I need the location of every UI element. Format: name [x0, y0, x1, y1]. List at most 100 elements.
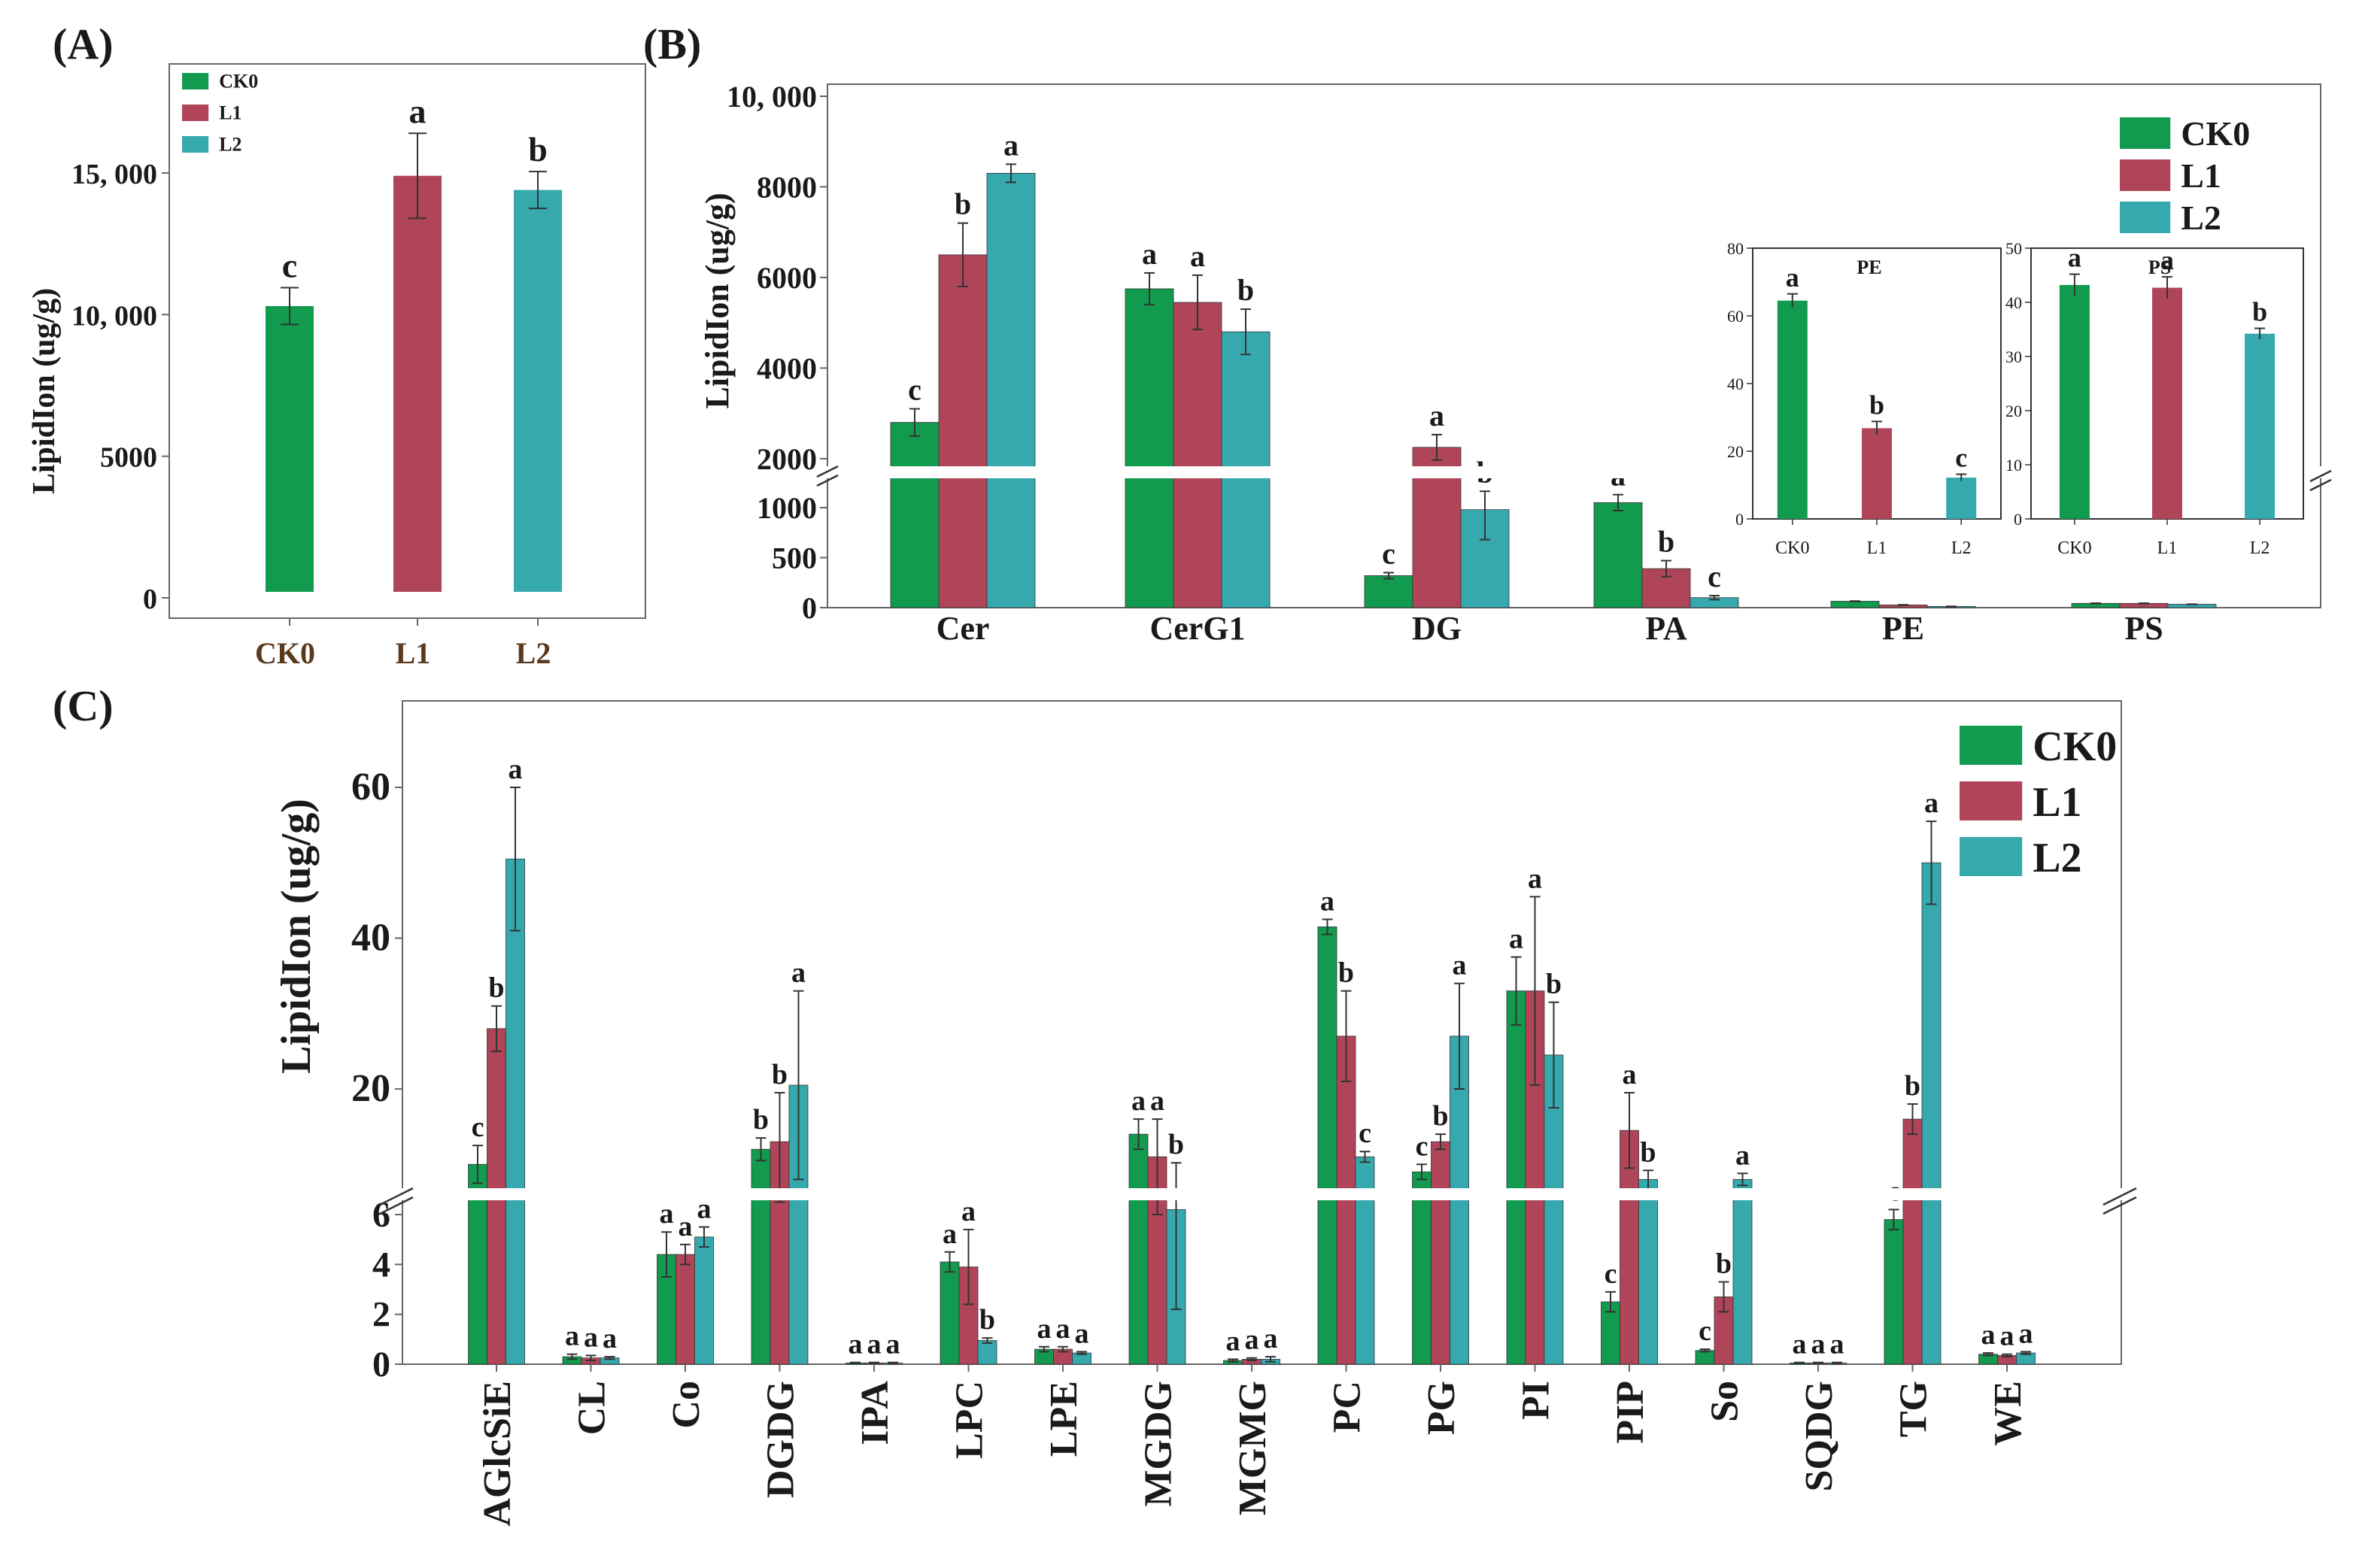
panel-c-we-significance-ck0: a: [1981, 1319, 1996, 1351]
panel-b-cer-significance-l1: b: [955, 187, 971, 221]
inset-ytick-label: 50: [2005, 239, 2022, 258]
panel-a-significance-l1: a: [409, 92, 427, 130]
panel-c-axis-break-band: [399, 1188, 2124, 1200]
inset-xtick-label: L1: [2157, 538, 2178, 558]
panel-c-pip-significance-l2: b: [1640, 1136, 1656, 1168]
panel-b-frame: [827, 83, 2321, 608]
panel-c-lpc-bar-ck0: [940, 1261, 960, 1365]
panel-b-xtick-label: PS: [2124, 610, 2163, 647]
panel-b-pe-bar-ck0: [1830, 601, 1880, 608]
panel-c-legend-swatch-l1: [1960, 781, 2023, 820]
panel-b-y-axis-title: LipidIon (ug/g): [699, 193, 736, 408]
panel-b-dg-significance-ck0: c: [1382, 536, 1395, 570]
panel-c-so-significance-l1: b: [1716, 1248, 1732, 1280]
panel-b-axis-break-mark: [816, 465, 839, 478]
panel-c-xtick-label: CL: [571, 1381, 614, 1435]
panel-b-ytick-label: 8000: [757, 170, 817, 204]
panel-c-legend-label-l1: L1: [2033, 779, 2081, 826]
panel-b-ytick-label: 10, 000: [727, 80, 817, 114]
panel-c-xtick-label: MGMG: [1231, 1381, 1274, 1515]
panel-c-ipa-significance-l2: a: [886, 1329, 900, 1360]
inset-significance-l2: b: [2252, 297, 2267, 327]
panel-c-lpe-significance-l2: a: [1075, 1318, 1089, 1349]
panel-c-so-bar-l2: [1732, 1178, 1753, 1365]
panel-b-legend-label-l2: L2: [2181, 199, 2221, 237]
panel-b-axis-break-mark: [2309, 469, 2332, 483]
panel-b-inset-pe: 0 20 40 60 80 PE a CK0 b L1 c L2: [1727, 239, 2002, 558]
panel-a-legend-swatch-ck0: [182, 73, 209, 89]
panel-c-xtick-label: MGDG: [1137, 1381, 1180, 1507]
panel-b-ytick-label: 1000: [757, 491, 817, 525]
panel-c-pg-bar-l1: [1431, 1141, 1450, 1365]
panel-c-xtick-label: AGlcSiE: [476, 1381, 519, 1527]
panel-c-mgdg-significance-l2: b: [1168, 1129, 1184, 1160]
panel-b-legend-swatch-l1: [2120, 159, 2171, 191]
panel-b-ytick-label: 500: [772, 541, 817, 575]
inset-significance-l2: c: [1955, 443, 1967, 473]
panel-c-aglcsie-significance-l2: a: [509, 754, 523, 785]
panel-b-legend-label-ck0: CK0: [2181, 114, 2250, 153]
panel-b-ytick-label: 6000: [757, 261, 817, 295]
panel-c-tg-bar-l1: [1902, 1118, 1923, 1365]
inset-bar-ck0: [1777, 300, 1808, 519]
panel-c-mgmg-significance-ck0: a: [1226, 1325, 1240, 1357]
panel-a-legend-swatch-l1: [182, 105, 209, 121]
panel-c-lpe-significance-l1: a: [1056, 1313, 1070, 1345]
panel-c-dgdg-bar-ck0: [751, 1148, 771, 1365]
panel-c-lpc-bar-l2: [977, 1340, 997, 1365]
inset-ytick-label: 30: [2005, 347, 2022, 366]
panel-b-cerg1-significance-l1: a: [1190, 239, 1205, 273]
panel-c-cl-significance-ck0: a: [565, 1321, 579, 1352]
panel-c-axis-break-mark: [2102, 1196, 2137, 1215]
panel-c-ipa-significance-ck0: a: [849, 1329, 863, 1360]
panel-c-legend-label-l2: L2: [2033, 835, 2081, 881]
panel-c-xtick-label: IPA: [854, 1381, 897, 1445]
panel-c-xtick-label: WE: [1987, 1381, 2030, 1446]
panel-c-dgdg-significance-l2: a: [791, 957, 806, 989]
panel-c-legend-swatch-ck0: [1960, 726, 2023, 765]
panel-b-cerg1-bar-ck0: [1125, 288, 1174, 608]
inset-title: PS: [2148, 256, 2171, 278]
inset-xtick-label: L1: [1867, 538, 1887, 558]
inset-ytick-label: 0: [1735, 510, 1744, 529]
panel-c-pip-bar-l2: [1638, 1178, 1658, 1365]
panel-b-cer-significance-ck0: c: [908, 373, 921, 407]
panel-c-xtick-label: PI: [1515, 1381, 1558, 1420]
panel-c-legend-swatch-l2: [1960, 837, 2023, 876]
panel-a-ytick-label: 5000: [100, 442, 157, 474]
panel-b-cer-bar-l1: [938, 254, 988, 608]
inset-ytick-label: 60: [1727, 307, 1744, 326]
panel-a-bar-l2: [514, 190, 562, 593]
panel-c-lpc-significance-l1: a: [961, 1196, 976, 1227]
panel-b-pa-significance-l1: b: [1658, 524, 1674, 558]
panel-b-pa-significance-l2: c: [1708, 560, 1721, 593]
panel-c-so-significance-l2: a: [1735, 1139, 1750, 1171]
panel-c-pg-bar-ck0: [1412, 1171, 1432, 1365]
panel-b-legend-swatch-l2: [2120, 202, 2171, 233]
panel-a-ytick-label: 10, 000: [71, 300, 157, 332]
panel-c-tg-bar-l2: [1921, 862, 1942, 1365]
inset-bar-l2: [2245, 333, 2276, 519]
inset-title: PE: [1857, 256, 1881, 278]
panel-c-xtick-label: So: [1704, 1381, 1747, 1422]
panel-c-cl-significance-l2: a: [603, 1323, 617, 1354]
panel-c-aglcsie-significance-l1: b: [488, 972, 504, 1004]
inset-bar-l1: [1862, 428, 1892, 519]
panel-c-we-significance-l1: a: [2000, 1321, 2014, 1352]
panel-b-ytick-label: 2000: [757, 442, 817, 476]
panel-c-mgdg-significance-ck0: a: [1131, 1085, 1146, 1117]
panel-a-ytick-label: 0: [143, 584, 157, 615]
panel-c-ytick-label: 40: [351, 917, 390, 960]
panel-c-pg-significance-ck0: c: [1416, 1130, 1428, 1162]
panel-c-tg-significance-l2: a: [1924, 787, 1939, 819]
panel-c-axis-break-mark: [379, 1196, 414, 1215]
panel-c-sqdg-significance-l1: a: [1811, 1329, 1826, 1360]
panel-c-y-axis-title: LipidIon (ug/g): [273, 799, 320, 1074]
panel-c-aglcsie-bar-l2: [506, 858, 525, 1365]
inset-bar-l2: [1946, 478, 1977, 519]
panel-c-xtick-label: PC: [1326, 1381, 1369, 1433]
panel-c-mgmg-significance-l1: a: [1245, 1324, 1259, 1356]
panel-c-tg-bar-ck0: [1884, 1219, 1904, 1365]
